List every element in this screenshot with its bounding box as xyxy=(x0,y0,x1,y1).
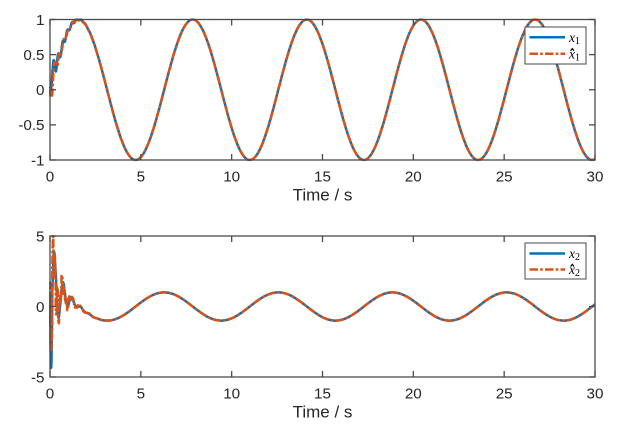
svg-text:5: 5 xyxy=(36,228,44,245)
svg-text:15: 15 xyxy=(314,386,331,403)
svg-text:Time / s: Time / s xyxy=(293,186,353,205)
svg-text:25: 25 xyxy=(496,169,513,186)
svg-text:Time / s: Time / s xyxy=(293,403,353,422)
svg-text:-1: -1 xyxy=(31,152,45,169)
svg-text:25: 25 xyxy=(496,386,513,403)
svg-text:5: 5 xyxy=(137,386,145,403)
svg-text:0: 0 xyxy=(36,82,44,99)
svg-text:0: 0 xyxy=(46,386,54,403)
svg-text:15: 15 xyxy=(314,169,331,186)
svg-text:30: 30 xyxy=(587,386,604,403)
svg-text:0.5: 0.5 xyxy=(23,47,44,64)
svg-text:30: 30 xyxy=(587,169,604,186)
svg-text:-5: -5 xyxy=(31,369,45,386)
svg-text:10: 10 xyxy=(223,386,240,403)
svg-text:5: 5 xyxy=(137,169,145,186)
svg-text:20: 20 xyxy=(405,169,422,186)
svg-text:20: 20 xyxy=(405,386,422,403)
svg-text:0: 0 xyxy=(46,169,54,186)
svg-text:10: 10 xyxy=(223,169,240,186)
svg-text:-0.5: -0.5 xyxy=(18,117,44,134)
svg-text:1: 1 xyxy=(36,12,44,29)
svg-text:0: 0 xyxy=(36,299,44,316)
